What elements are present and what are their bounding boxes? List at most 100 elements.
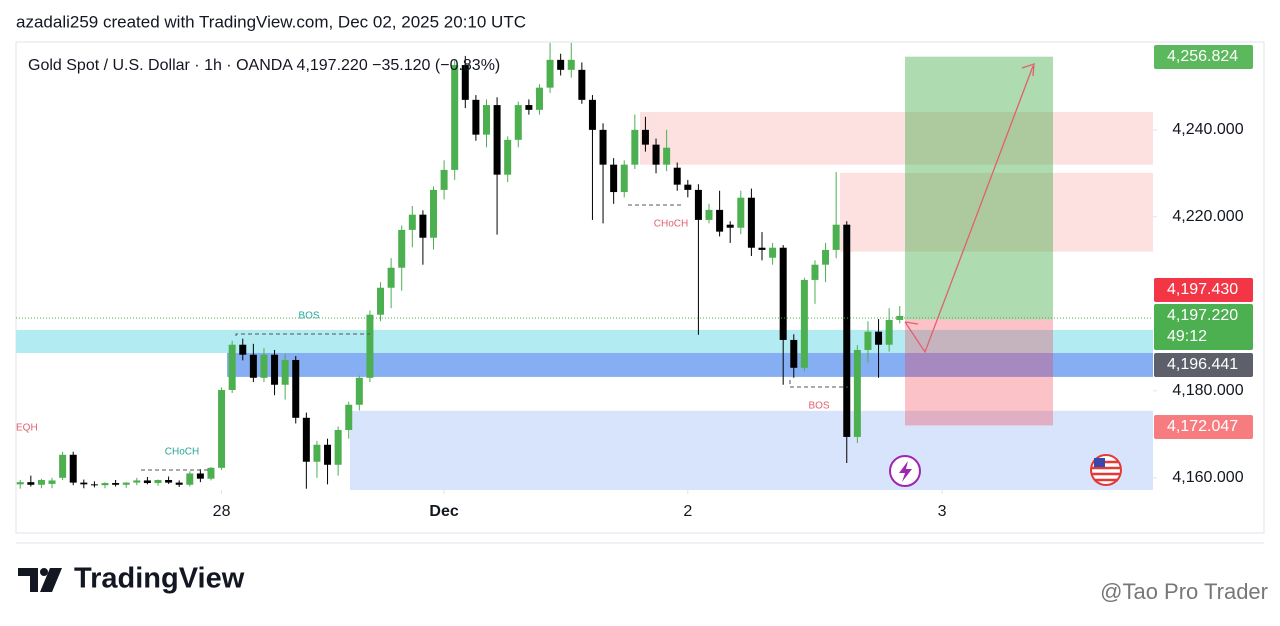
- chart-frame: [15, 41, 1265, 534]
- candle-body: [896, 315, 904, 320]
- candle-body: [281, 359, 289, 385]
- price-badge-label: 4,197.220: [1167, 307, 1238, 324]
- price-badge-label: 4,172.047: [1167, 418, 1238, 435]
- annotation: EQH: [16, 423, 38, 434]
- candle-body: [249, 354, 257, 378]
- candle-body: [747, 197, 755, 248]
- annotation: BOS: [808, 401, 829, 412]
- target-zone: [905, 56, 1053, 320]
- candle-body: [16, 482, 24, 485]
- candle-body: [440, 169, 448, 190]
- price-badge: [1154, 415, 1253, 439]
- candle-body: [588, 99, 596, 130]
- candle-body: [345, 404, 353, 430]
- annotation: CHoCH: [654, 219, 688, 230]
- flag-stripes: [1092, 460, 1120, 482]
- candle-body: [641, 129, 649, 145]
- candle-body: [355, 377, 363, 405]
- candle-body: [769, 247, 777, 258]
- candle-body: [832, 224, 840, 250]
- candle-body: [504, 139, 512, 175]
- candle-body: [324, 444, 332, 465]
- candle-body: [493, 105, 501, 175]
- candle-body: [684, 184, 692, 190]
- candle-body: [557, 59, 565, 70]
- candle-body: [302, 417, 310, 462]
- candle-body: [154, 479, 162, 484]
- price-badge: [1154, 278, 1253, 302]
- candle-body: [69, 454, 77, 483]
- annotation: CHoCH: [165, 447, 199, 458]
- candle-body: [758, 247, 766, 250]
- watermark: @Tao Pro Trader: [1100, 579, 1268, 604]
- candle-body: [408, 214, 416, 230]
- structure-lines: [141, 204, 848, 471]
- logo-mark: [18, 568, 62, 592]
- candle-body: [737, 197, 745, 228]
- candle-body: [313, 444, 321, 462]
- candle-body: [271, 354, 279, 385]
- candle-body: [726, 224, 734, 228]
- candle-body: [716, 209, 724, 232]
- candle-body: [652, 144, 660, 165]
- candle-body: [207, 467, 215, 479]
- candle-body: [239, 344, 247, 355]
- candle-body: [59, 454, 67, 478]
- candle-body: [864, 331, 872, 350]
- candle-body: [705, 209, 713, 220]
- candle-body: [186, 473, 194, 485]
- candle-body: [694, 189, 702, 220]
- price-badge-label: 4,256.824: [1167, 48, 1238, 65]
- candle-body: [567, 59, 575, 70]
- candle-body: [218, 389, 226, 468]
- candle-body: [228, 344, 236, 390]
- candle-body: [27, 482, 35, 485]
- candle-body: [673, 167, 681, 185]
- candle-body: [165, 479, 173, 483]
- zone: [227, 352, 1153, 377]
- candle-body: [37, 479, 45, 485]
- candle-body: [853, 349, 861, 437]
- chart-title: Gold Spot / U.S. Dollar · 1h · OANDA 4,1…: [28, 57, 500, 74]
- credit: azadali259 created with TradingView.com,…: [16, 12, 526, 31]
- candle-body: [175, 482, 183, 485]
- candle-body: [779, 247, 787, 340]
- candle-body: [334, 429, 342, 465]
- zone: [350, 410, 1153, 490]
- candle-body: [377, 287, 385, 315]
- x-tick-label: 28: [213, 503, 231, 520]
- candle-body: [101, 483, 109, 486]
- candle-body: [525, 105, 533, 110]
- candle-body: [387, 267, 395, 288]
- price-badge-label: 4,197.430: [1167, 281, 1238, 298]
- logo-text: TradingView: [74, 563, 245, 595]
- candle-body: [599, 129, 607, 165]
- candle-body: [546, 59, 554, 88]
- price-badge: [1154, 45, 1253, 69]
- zone: [640, 112, 1153, 165]
- candle-body: [620, 164, 628, 193]
- candle-body: [811, 264, 819, 280]
- countdown: 49:12: [1167, 328, 1207, 345]
- candle-body: [663, 147, 671, 165]
- candle-body: [482, 105, 490, 135]
- candle-body: [461, 65, 469, 100]
- candle-body: [843, 224, 851, 437]
- price-badge: [1154, 353, 1253, 377]
- candle-body: [514, 105, 522, 140]
- candle-body: [610, 164, 618, 193]
- candle-body: [631, 129, 639, 165]
- candle-body: [790, 339, 798, 368]
- candle-body: [143, 480, 151, 484]
- y-tick-label: 4,180.000: [1172, 382, 1243, 399]
- x-tick-label: 3: [938, 503, 947, 520]
- candle-body: [80, 482, 88, 485]
- candle-body: [800, 279, 808, 368]
- candle-body: [430, 189, 438, 238]
- zone: [840, 172, 1153, 252]
- y-tick-label: 4,160.000: [1172, 469, 1243, 486]
- logo-dot: [40, 568, 48, 576]
- stop-zone: [905, 319, 1053, 426]
- candle-body: [133, 480, 141, 483]
